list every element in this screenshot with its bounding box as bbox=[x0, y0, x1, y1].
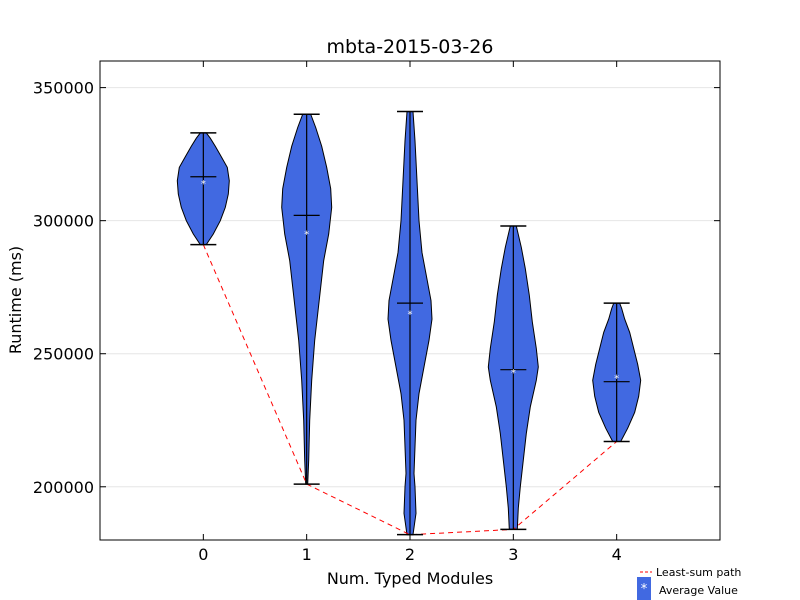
violin-layer bbox=[176, 111, 642, 536]
least-sum-path-line bbox=[202, 244, 618, 536]
y-tick-label: 300000 bbox=[33, 212, 94, 231]
tick-layer: 200000 250000 300000 350000 0 1 2 3 4 bbox=[33, 61, 720, 564]
y-tick-label: 350000 bbox=[33, 79, 94, 98]
legend-path-label: Least-sum path bbox=[656, 566, 741, 579]
y-tick-label: 250000 bbox=[33, 345, 94, 364]
legend: Least-sum path * Average Value bbox=[637, 566, 741, 600]
y-axis-label: Runtime (ms) bbox=[6, 246, 25, 354]
chart-title: mbta-2015-03-26 bbox=[327, 36, 494, 58]
least-sum-path-layer bbox=[202, 244, 618, 536]
x-tick-label: 3 bbox=[508, 545, 518, 564]
violin-stats-layer: * * * * * bbox=[190, 110, 630, 536]
legend-mean-marker: * bbox=[641, 582, 648, 597]
violin-mean-marker: * bbox=[201, 179, 206, 190]
violin-mean-marker: * bbox=[511, 368, 516, 379]
x-axis-label: Num. Typed Modules bbox=[327, 569, 493, 588]
violin-mean-marker: * bbox=[304, 230, 309, 241]
legend-mean-label: Average Value bbox=[659, 584, 738, 597]
x-tick-label: 2 bbox=[405, 545, 415, 564]
violin-mean-marker: * bbox=[408, 309, 413, 320]
x-tick-label: 4 bbox=[612, 545, 622, 564]
legend-mean-swatch bbox=[637, 577, 651, 600]
violin-mean-marker: * bbox=[614, 373, 619, 384]
y-tick-label: 200000 bbox=[33, 478, 94, 497]
x-tick-label: 0 bbox=[198, 545, 208, 564]
x-tick-label: 1 bbox=[302, 545, 312, 564]
